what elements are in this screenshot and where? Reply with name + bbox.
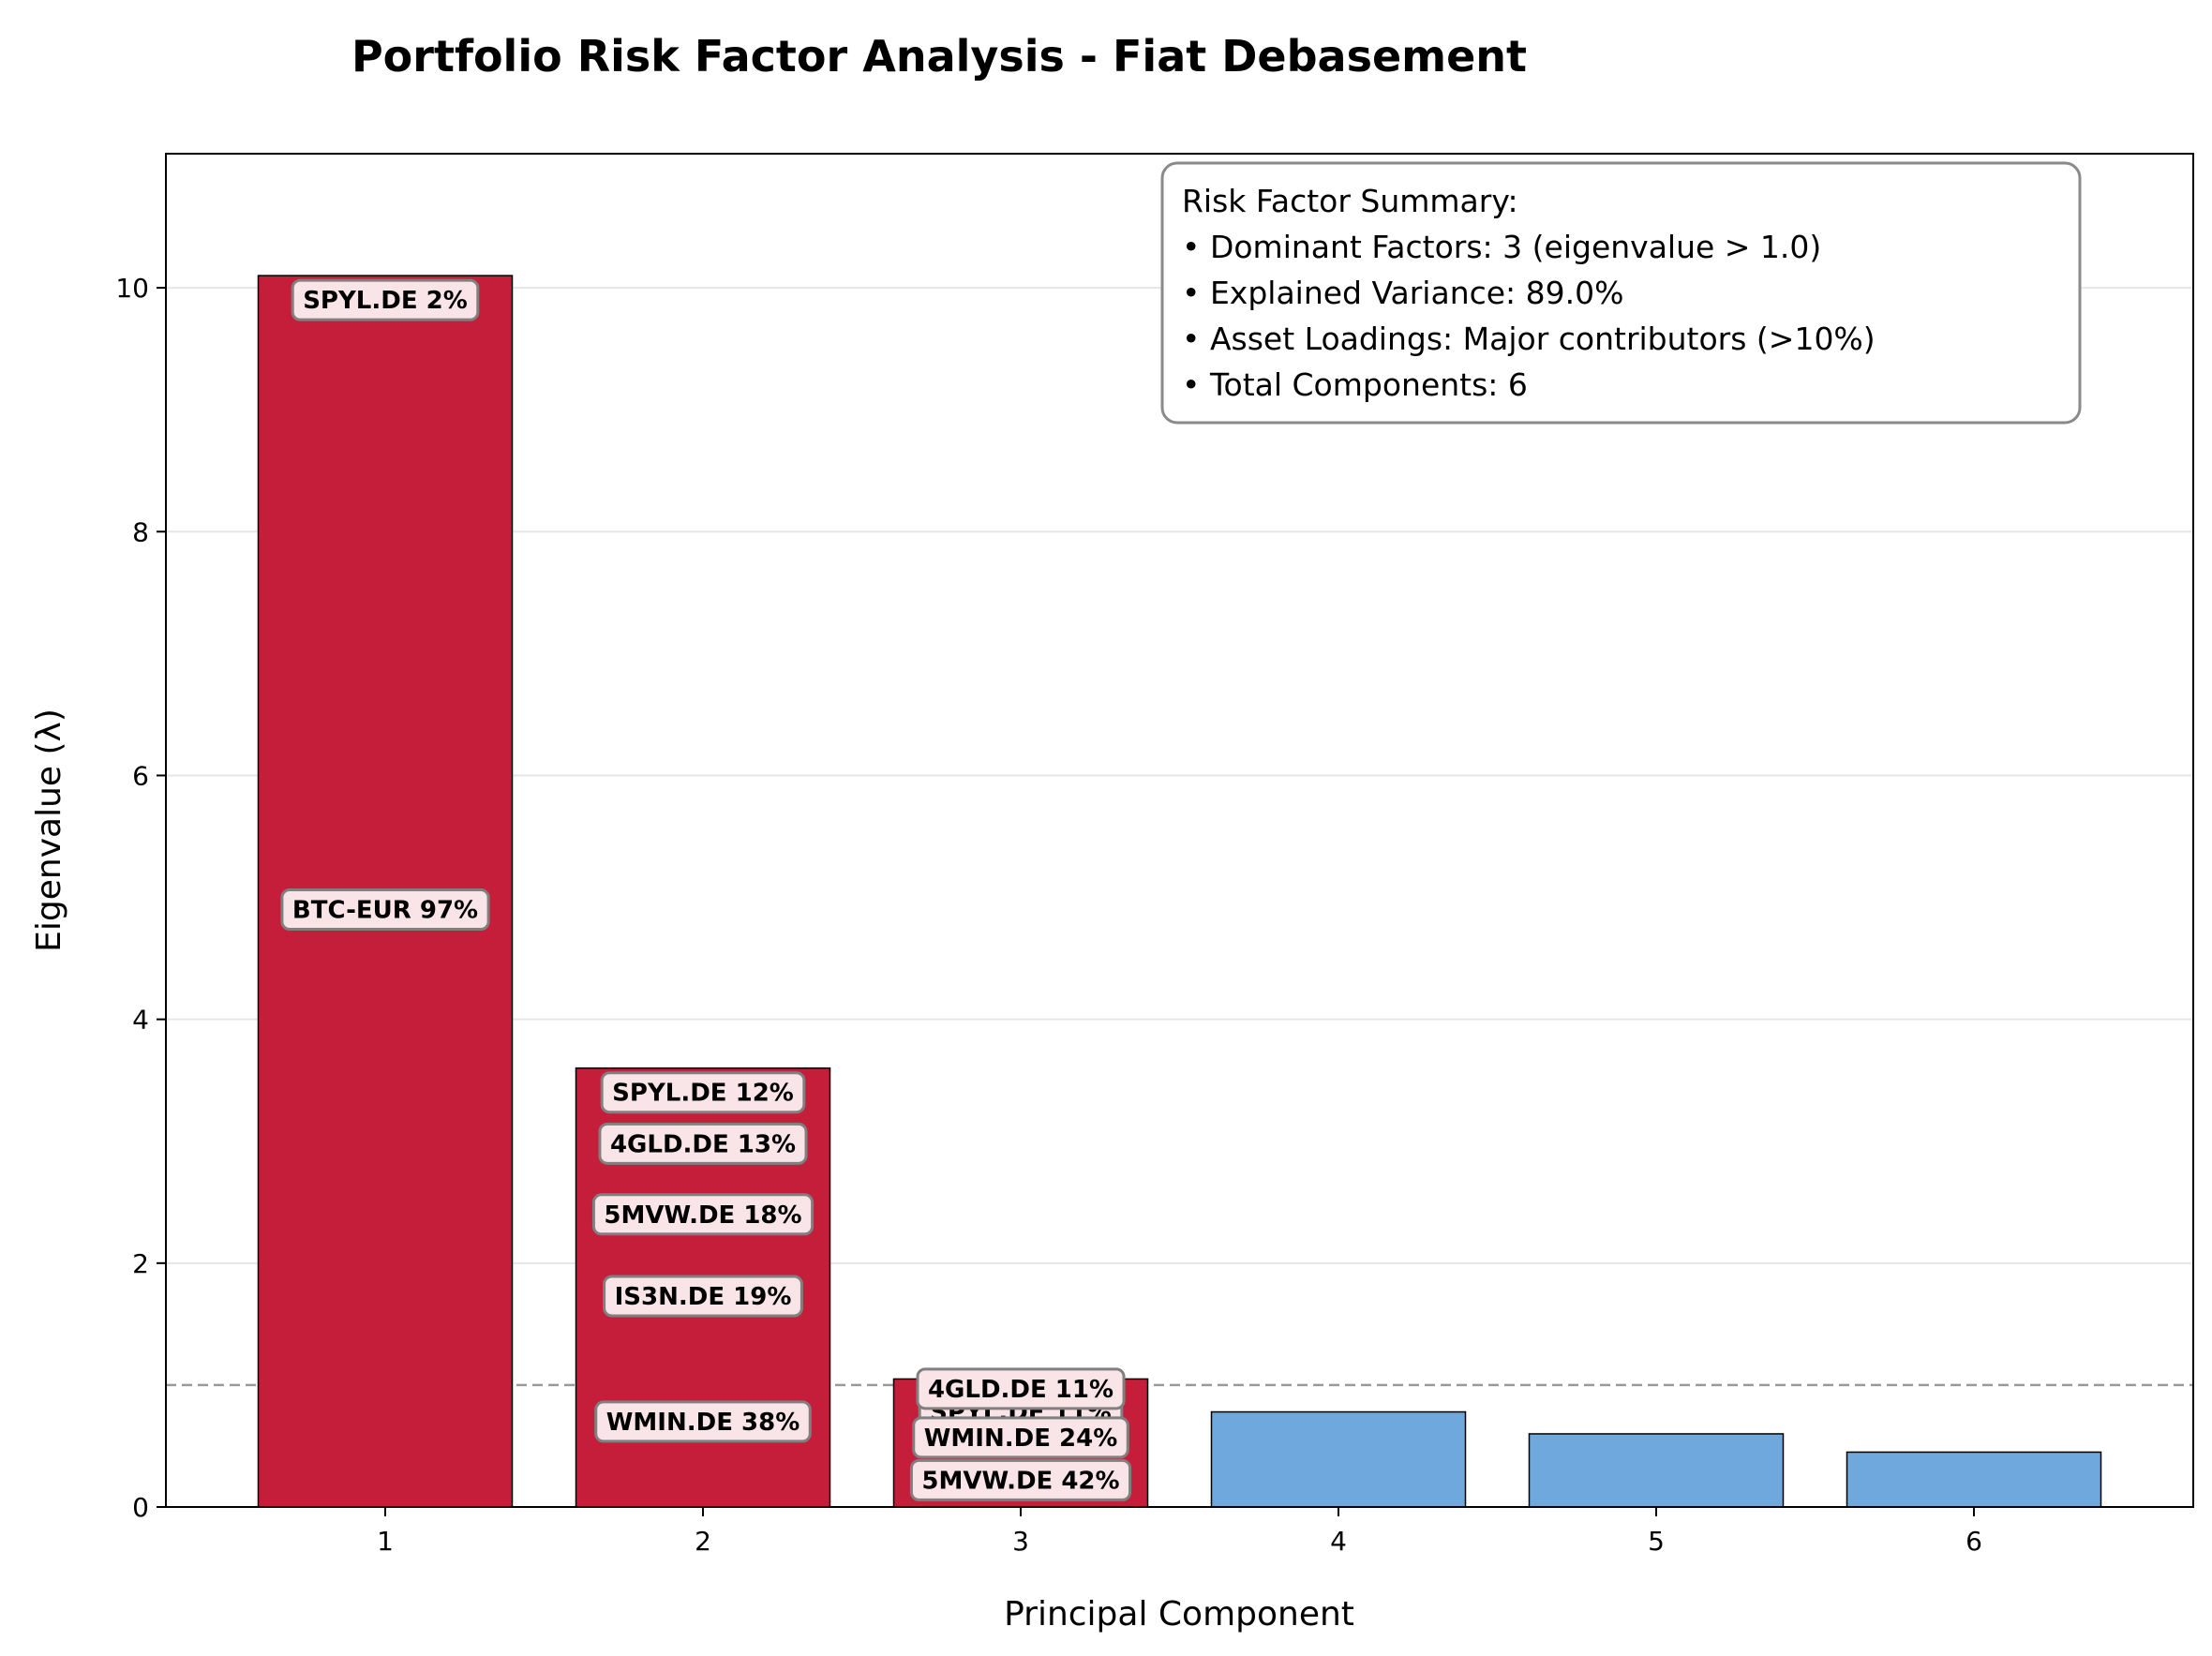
loading-label: SPYL.DE 12% — [600, 1071, 806, 1114]
loading-label: WMIN.DE 38% — [594, 1400, 812, 1443]
loading-label-box — [291, 278, 480, 321]
loading-labels: SPYL.DE 2% BTC-EUR 97% SPYL.DE 12% 4GLD.DE … — [280, 278, 1132, 1501]
y-tick-label: 2 — [132, 1248, 149, 1279]
y-tick-label: 6 — [132, 760, 149, 791]
y-tick-label: 4 — [132, 1005, 149, 1036]
loading-label-box — [603, 1275, 803, 1318]
chart-title: Portfolio Risk Factor Analysis - Fiat De… — [351, 31, 1527, 82]
bar-component-5 — [1528, 1433, 1785, 1508]
loading-label-text: WMIN.DE 38% — [606, 1409, 800, 1437]
risk-summary-box: Risk Factor Summary: • Dominant Factors:… — [1160, 161, 2082, 425]
x-tick-label: 3 — [1012, 1526, 1029, 1557]
summary-line-dominant-factors: • Dominant Factors: 3 (eigenvalue > 1.0) — [1182, 229, 1821, 265]
x-axis-label: Principal Component — [1004, 1595, 1354, 1634]
loading-label-box — [280, 888, 490, 932]
bar-component-4 — [1210, 1410, 1467, 1508]
summary-box-frame — [1160, 161, 2082, 425]
loading-label-box — [909, 1458, 1132, 1501]
loading-label-text: 4GLD.DE 11% — [928, 1376, 1113, 1404]
summary-line-total-components: • Total Components: 6 — [1182, 366, 1528, 403]
plot-frame — [165, 153, 2194, 1508]
loading-label-text: 5MVW.DE 42% — [921, 1467, 1119, 1495]
loading-label: 4GLD.DE 11% — [916, 1367, 1126, 1410]
loading-label: 5MVW.DE 42% — [909, 1458, 1132, 1501]
loading-label: IS3N.DE 19% — [603, 1275, 803, 1318]
loading-label-box — [916, 1367, 1126, 1410]
loading-label-text: 4GLD.DE 13% — [610, 1130, 796, 1158]
y-tick-label: 8 — [132, 516, 149, 547]
loading-label-text: SPYL.DE 12% — [612, 1080, 794, 1108]
loading-label-box — [912, 1416, 1129, 1459]
loading-label-box — [598, 1122, 808, 1165]
bars — [257, 275, 2102, 1508]
y-tick-label: 10 — [115, 273, 149, 304]
loading-label-box — [600, 1071, 806, 1114]
summary-line-asset-loadings: • Asset Loadings: Major contributors (>1… — [1182, 321, 1876, 357]
loading-label: 4GLD.DE 13% — [598, 1122, 808, 1165]
loading-label-text: WMIN.DE 24% — [924, 1425, 1118, 1453]
loading-label: SPYL.DE 2% — [291, 278, 480, 321]
loading-label: WMIN.DE 24% — [912, 1416, 1129, 1459]
x-tick-label: 1 — [377, 1526, 394, 1557]
x-tick-label: 4 — [1330, 1526, 1347, 1557]
bar-component-6 — [1846, 1451, 2102, 1508]
x-tick-label: 6 — [1965, 1526, 1982, 1557]
x-tick-label: 5 — [1648, 1526, 1665, 1557]
loading-label-text: BTC-EUR 97% — [292, 897, 478, 925]
loading-label: 5MVW.DE 18% — [591, 1193, 815, 1236]
loading-label-text: SPYL.DE 2% — [303, 287, 468, 315]
loading-label: BTC-EUR 97% — [280, 888, 490, 932]
summary-line-explained-variance: • Explained Variance: 89.0% — [1182, 275, 1624, 311]
loading-label-text: IS3N.DE 19% — [615, 1283, 792, 1311]
x-tick-label: 2 — [695, 1526, 711, 1557]
y-tick-label: 0 — [132, 1492, 149, 1523]
loading-label-text: 5MVW.DE 18% — [604, 1201, 801, 1230]
y-axis-label: Eigenvalue (λ) — [30, 709, 68, 952]
summary-heading: Risk Factor Summary: — [1182, 183, 1518, 219]
loading-label-box — [594, 1400, 812, 1443]
loading-label-box — [591, 1193, 815, 1236]
